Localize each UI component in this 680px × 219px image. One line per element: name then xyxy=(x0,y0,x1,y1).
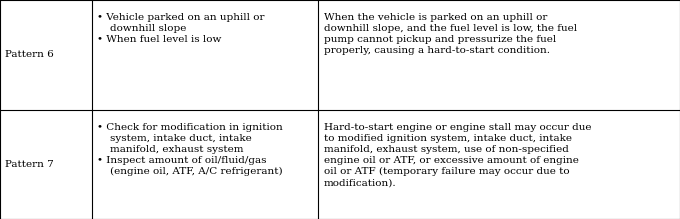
Text: • Check for modification in ignition
    system, intake duct, intake
    manifol: • Check for modification in ignition sys… xyxy=(97,123,283,176)
Text: • Vehicle parked on an uphill or
    downhill slope
• When fuel level is low: • Vehicle parked on an uphill or downhil… xyxy=(97,13,265,44)
Text: When the vehicle is parked on an uphill or
downhill slope, and the fuel level is: When the vehicle is parked on an uphill … xyxy=(324,13,577,55)
Text: Hard-to-start engine or engine stall may occur due
to modified ignition system, : Hard-to-start engine or engine stall may… xyxy=(324,123,591,187)
Text: Pattern 7: Pattern 7 xyxy=(5,160,54,169)
Text: Pattern 6: Pattern 6 xyxy=(5,50,54,59)
